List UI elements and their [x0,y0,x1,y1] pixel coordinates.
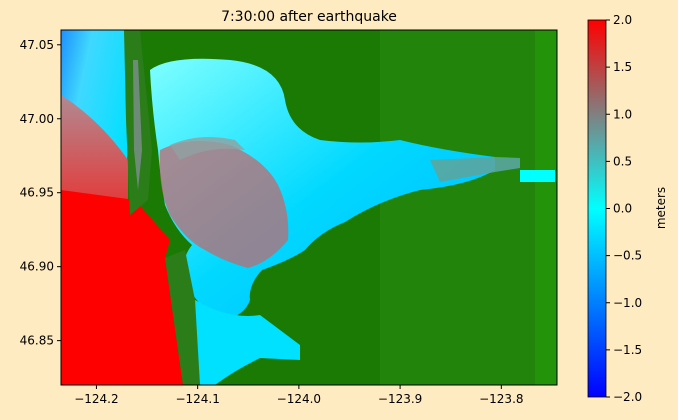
colorbar-tick-label: 0.5 [613,154,632,168]
river-channel-east [520,170,555,182]
ocean-red-core [61,190,183,385]
y-tick-label: 47.00 [20,112,54,126]
x-tick-label: −123.9 [378,392,422,406]
colorbar: −2.0 −1.5 −1.0 −0.5 0.0 0.5 1.0 1.5 2.0 meters [587,13,668,404]
x-tick-label: −123.8 [479,392,523,406]
colorbar-tick-label: −1.0 [613,296,642,310]
chart-title: 7:30:00 after earthquake [221,9,397,25]
colorbar-ticks: −2.0 −1.5 −1.0 −0.5 0.0 0.5 1.0 1.5 2.0 [606,13,642,404]
land-highlands-shade [380,30,557,385]
colorbar-tick-label: −2.0 [613,390,642,404]
colorbar-label: meters [654,187,668,229]
y-tick-label: 46.95 [20,186,54,200]
x-tick-label: −124.2 [74,392,118,406]
axes-frame [60,29,558,386]
colorbar-tick-label: −1.5 [613,343,642,357]
plot-area [61,30,557,385]
x-tick-label: −124.1 [175,392,219,406]
y-tick-label: 47.05 [20,38,54,52]
colorbar-tick-label: 2.0 [613,13,632,27]
bay-surge-zone [159,141,289,268]
colorbar-tick-label: 0.0 [613,202,632,216]
y-tick-label: 46.85 [20,334,54,348]
y-tick-label: 46.90 [20,260,54,274]
colorbar-tick-label: 1.5 [613,60,632,74]
x-tick-label: −124.0 [277,392,321,406]
bay-grey-band [170,136,245,160]
colorbar-tick-label: 1.0 [613,107,632,121]
land-blocky-edge [535,30,557,385]
y-axis: 46.85 46.90 46.95 47.00 47.05 [20,38,61,348]
north-spit-water [133,60,142,190]
colorbar-tick-label: −0.5 [613,249,642,263]
colorbar-gradient [587,19,607,398]
south-shallows [195,300,300,385]
chehalis-river [430,157,520,182]
south-spit [165,250,200,385]
x-axis: −124.2 −124.1 −124.0 −123.9 −123.8 [74,385,524,406]
